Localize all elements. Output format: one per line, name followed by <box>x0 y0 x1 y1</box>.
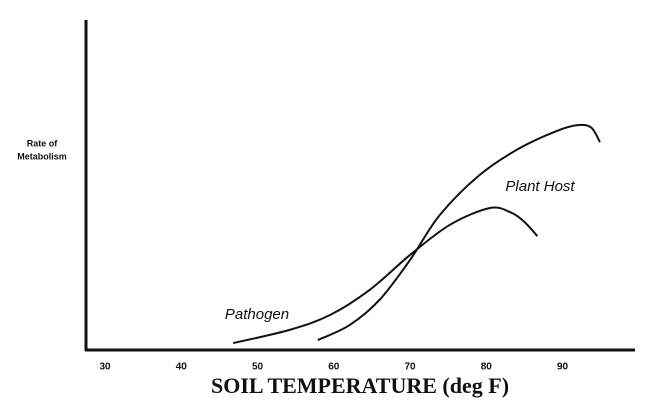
series-line <box>317 123 601 342</box>
x-tick-label: 60 <box>328 362 340 373</box>
x-tick-label: 50 <box>252 362 264 373</box>
x-tick-label: 40 <box>176 362 188 373</box>
series-label: Plant Host <box>505 178 575 195</box>
x-tick-label: 30 <box>100 362 112 373</box>
y-axis-label: Rate of <box>27 138 59 148</box>
x-tick-label: 70 <box>405 362 417 373</box>
series-label: Pathogen <box>225 306 289 323</box>
y-axis-label: Metabolism <box>17 151 67 161</box>
series-line <box>232 206 539 345</box>
x-axis-label: SOIL TEMPERATURE (deg F) <box>211 373 509 398</box>
x-tick-label: 90 <box>557 362 569 373</box>
x-tick-label: 80 <box>481 362 493 373</box>
